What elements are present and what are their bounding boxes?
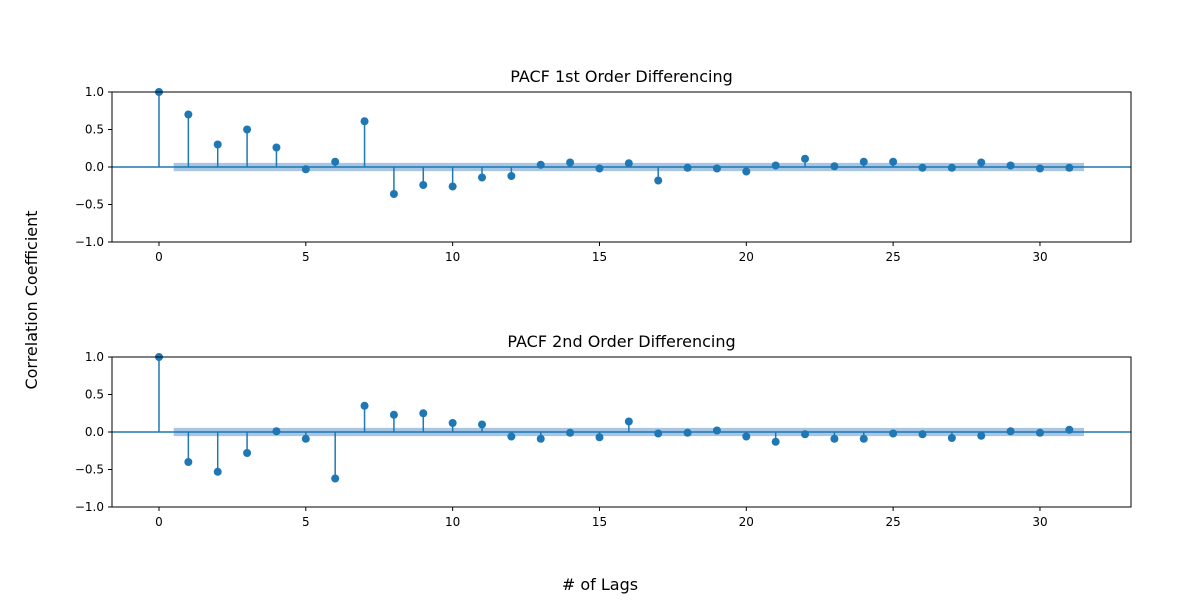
stem-marker bbox=[801, 154, 810, 163]
stem-marker bbox=[301, 434, 310, 443]
stem-marker bbox=[977, 158, 986, 167]
y-tick-label: 0.0 bbox=[85, 425, 104, 439]
stem-marker bbox=[771, 437, 780, 446]
panel-title: PACF 1st Order Differencing bbox=[510, 67, 733, 86]
stem-marker bbox=[683, 163, 692, 172]
stem-marker bbox=[918, 163, 927, 172]
stem-marker bbox=[1035, 164, 1044, 173]
stem-marker bbox=[389, 410, 398, 419]
stem-marker bbox=[566, 158, 575, 167]
stem-marker bbox=[301, 165, 310, 174]
stem-marker bbox=[947, 163, 956, 172]
x-tick-label: 20 bbox=[739, 250, 754, 264]
stem-marker bbox=[243, 449, 252, 457]
x-tick-label: 30 bbox=[1032, 250, 1047, 264]
stem-marker bbox=[419, 409, 428, 418]
stem-marker bbox=[213, 140, 222, 149]
stem-marker bbox=[389, 190, 398, 198]
y-tick-label: 1.0 bbox=[85, 350, 104, 364]
stem-marker bbox=[213, 467, 222, 476]
x-tick-label: 0 bbox=[155, 250, 163, 264]
y-tick-label: 0.5 bbox=[85, 123, 104, 137]
stem-marker bbox=[742, 167, 751, 176]
stem-marker bbox=[859, 434, 868, 443]
stem-marker bbox=[683, 428, 692, 437]
stem-marker bbox=[360, 117, 369, 126]
stem-marker bbox=[889, 429, 898, 438]
stem-marker bbox=[595, 164, 604, 173]
stem-marker bbox=[742, 432, 751, 441]
stem-marker bbox=[536, 434, 545, 443]
y-tick-label: −0.5 bbox=[75, 463, 104, 477]
stem-marker bbox=[536, 160, 545, 169]
x-tick-label: 15 bbox=[592, 250, 607, 264]
stem-marker bbox=[624, 417, 633, 426]
stem-marker bbox=[478, 173, 487, 182]
stem-marker bbox=[859, 157, 868, 166]
stem-marker bbox=[331, 474, 340, 483]
stem-marker bbox=[243, 125, 252, 134]
stem-marker bbox=[478, 420, 487, 429]
stem-marker bbox=[1065, 163, 1074, 172]
stem-marker bbox=[360, 401, 369, 410]
stem-marker bbox=[654, 176, 663, 185]
x-tick-label: 5 bbox=[302, 250, 310, 264]
stem-marker bbox=[830, 434, 839, 443]
panel-title: PACF 2nd Order Differencing bbox=[507, 332, 735, 351]
stem-marker bbox=[595, 433, 604, 442]
pacf-panel-1: PACF 1st Order Differencing 0 5 10 15 20 25 30 1… bbox=[75, 67, 1132, 264]
x-axis-label: # of Lags bbox=[562, 575, 638, 594]
stem-marker bbox=[830, 162, 839, 171]
stem-marker bbox=[272, 143, 281, 152]
x-tick-label: 0 bbox=[155, 515, 163, 529]
stem-marker bbox=[1006, 427, 1015, 436]
stem-marker bbox=[947, 434, 956, 442]
x-tick-label: 10 bbox=[445, 250, 460, 264]
x-tick-label: 25 bbox=[885, 250, 900, 264]
y-axis-label: Correlation Coefficient bbox=[22, 210, 41, 389]
x-tick-label: 20 bbox=[739, 515, 754, 529]
stem-marker bbox=[654, 429, 663, 438]
y-tick-label: 0.5 bbox=[85, 388, 104, 402]
stem-marker bbox=[331, 157, 340, 166]
x-tick-label: 10 bbox=[445, 515, 460, 529]
y-tick-label: −0.5 bbox=[75, 198, 104, 212]
y-tick-label: 1.0 bbox=[85, 85, 104, 99]
stem-marker bbox=[771, 161, 780, 170]
stem-marker bbox=[566, 428, 575, 437]
stem-marker bbox=[448, 182, 457, 191]
stem-marker bbox=[1065, 425, 1074, 434]
y-tick-label: −1.0 bbox=[75, 500, 104, 514]
stem-marker bbox=[448, 419, 457, 427]
x-tick-label: 25 bbox=[885, 515, 900, 529]
x-tick-label: 30 bbox=[1032, 515, 1047, 529]
stem-marker bbox=[184, 110, 193, 119]
pacf-panel-2: PACF 2nd Order Differencing 0 5 10 15 20 25 30 1… bbox=[75, 332, 1132, 529]
stem-marker bbox=[1006, 161, 1015, 170]
stem-marker bbox=[801, 430, 810, 439]
x-tick-label: 15 bbox=[592, 515, 607, 529]
stem-marker bbox=[977, 431, 986, 440]
stem-marker bbox=[507, 432, 516, 441]
stem-marker bbox=[184, 458, 193, 466]
stem-marker bbox=[712, 426, 721, 435]
stem-marker bbox=[889, 157, 898, 166]
stem-marker bbox=[507, 172, 516, 180]
stem-marker bbox=[419, 181, 428, 189]
stem-marker bbox=[272, 427, 281, 436]
y-tick-label: 0.0 bbox=[85, 160, 104, 174]
y-tick-label: −1.0 bbox=[75, 235, 104, 249]
x-tick-label: 5 bbox=[302, 515, 310, 529]
stem-marker bbox=[624, 159, 633, 168]
stem-marker bbox=[918, 430, 927, 439]
stem-marker bbox=[1035, 428, 1044, 437]
panels: PACF 1st Order Differencing 0 5 10 15 20 25 30 1… bbox=[75, 67, 1132, 529]
stem-marker bbox=[712, 164, 721, 173]
